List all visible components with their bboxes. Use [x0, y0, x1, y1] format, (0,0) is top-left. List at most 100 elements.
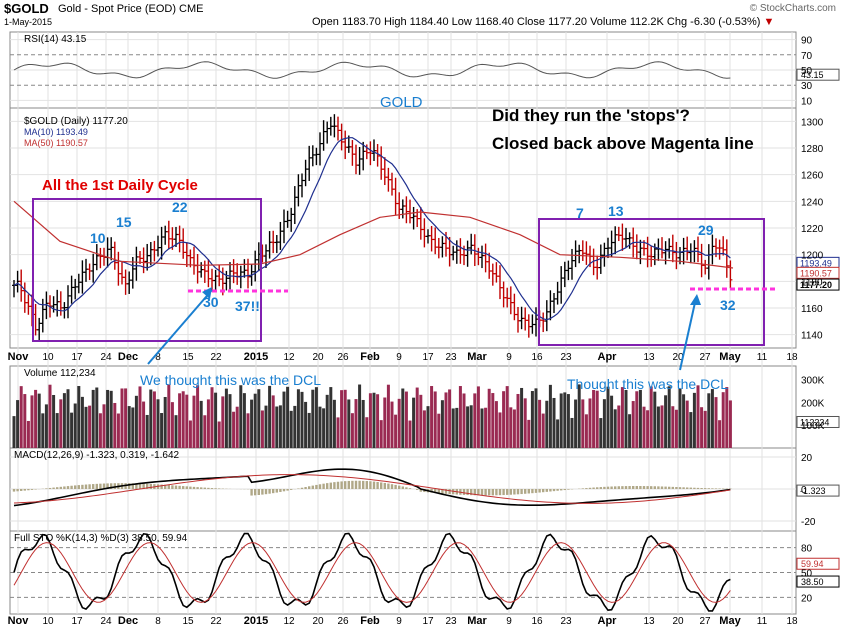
annotation-headline-1: Did they run the 'stops'?: [492, 106, 690, 125]
macd-histogram-bar: [74, 485, 77, 489]
ticker-description: Gold - Spot Price (EOD) CME: [58, 3, 204, 15]
sto-tick-label: 80: [801, 544, 813, 555]
axis-labels: NovNov101017172424DecDec8815152222201520…: [8, 36, 825, 627]
x-tick-label: 20: [312, 352, 324, 363]
macd-histogram-bar: [646, 486, 649, 489]
volume-bar: [127, 406, 131, 448]
macd-line: [13, 468, 731, 507]
x-tick-label: 20: [672, 616, 684, 627]
x-tick-label: 23: [560, 616, 572, 627]
annotation-32: 32: [720, 297, 736, 313]
macd-histogram-bar: [282, 489, 286, 492]
x-tick-label: 2015: [244, 615, 268, 627]
volume-bar: [548, 384, 552, 448]
x-tick-label: 15: [182, 616, 194, 627]
macd-histogram-bar: [27, 489, 30, 491]
macd-panel: -1.323: [12, 468, 840, 507]
x-tick-label: 12: [283, 352, 295, 363]
macd-histogram-bar: [704, 488, 707, 489]
volume-bar: [566, 394, 570, 448]
macd-histogram-bar: [419, 489, 422, 492]
volume-bar: [433, 391, 437, 448]
volume-bar: [170, 402, 174, 448]
x-tick-label: 16: [531, 616, 543, 627]
sto-tick-label: 50: [801, 569, 813, 580]
volume-bar: [80, 396, 84, 448]
ma50-line: [13, 200, 734, 269]
macd-histogram-bar: [84, 484, 88, 489]
volume-bar: [372, 392, 376, 448]
volume-bar: [653, 391, 657, 448]
ma10-line: [13, 137, 731, 321]
volume-bar: [512, 409, 516, 448]
macd-histogram-bar: [416, 489, 419, 490]
annotation-37: 37!!: [235, 298, 260, 314]
annotation-30: 30: [203, 294, 219, 310]
volume-bar: [502, 391, 506, 448]
volume-bar: [656, 406, 660, 448]
volume-bar: [487, 388, 491, 448]
volume-bar: [217, 421, 221, 448]
macd-histogram-bar: [264, 489, 268, 495]
volume-panel: 112234: [12, 384, 840, 448]
macd-histogram-bar: [675, 487, 678, 489]
macd-histogram-bar: [149, 483, 152, 489]
macd-histogram-bar: [16, 489, 19, 492]
volume-bar: [408, 420, 412, 448]
volume-bar: [178, 393, 182, 448]
x-tick-label: 9: [396, 616, 402, 627]
volume-bar: [419, 394, 423, 448]
macd-histogram-bar: [279, 489, 282, 492]
volume-bar: [336, 417, 340, 448]
volume-bar: [300, 391, 304, 448]
volume-bar: [134, 395, 138, 448]
x-tick-label: 18: [786, 352, 798, 363]
x-tick-label: Mar: [467, 615, 487, 627]
macd-histogram-bar: [718, 488, 721, 489]
volume-bar: [689, 412, 693, 448]
volume-bar: [242, 393, 246, 448]
macd-histogram-bar: [614, 486, 617, 489]
price-tick-label: 1160: [801, 304, 823, 315]
macd-histogram-bar: [185, 486, 188, 489]
x-tick-label: Feb: [360, 615, 380, 627]
volume-bar: [181, 391, 185, 448]
macd-histogram-bar: [653, 486, 656, 489]
macd-histogram-bar: [635, 486, 638, 489]
x-tick-label: 20: [312, 616, 324, 627]
volume-bar: [574, 399, 578, 448]
volume-bar: [77, 386, 81, 448]
volume-bar: [660, 405, 664, 448]
volume-bar: [620, 387, 624, 448]
macd-histogram-bar: [520, 489, 523, 495]
volume-bar: [116, 413, 120, 448]
macd-histogram-bar: [617, 486, 620, 489]
rsi-tick-label: 10: [801, 96, 813, 107]
volume-bar: [473, 393, 477, 448]
x-tick-label: Nov: [8, 615, 30, 627]
macd-histogram-bar: [495, 489, 498, 496]
macd-signal-line: [13, 474, 731, 504]
macd-histogram-bar: [524, 489, 527, 494]
volume-bar: [304, 401, 308, 448]
volume-bar: [23, 394, 27, 448]
rsi-panel: 43.15: [13, 61, 840, 81]
macd-histogram-bar: [664, 486, 667, 489]
volume-bar: [239, 385, 243, 448]
macd-histogram-bar: [160, 484, 163, 489]
volume-bar: [156, 399, 160, 448]
volume-bar: [678, 388, 682, 448]
price-tag: 1190.57: [800, 268, 832, 278]
x-tick-label: 17: [71, 616, 83, 627]
volume-bar: [214, 392, 218, 448]
x-tick-label: 10: [42, 616, 54, 627]
macd-histogram-bar: [678, 487, 682, 489]
macd-histogram-bar: [182, 486, 185, 489]
macd-histogram-bar: [196, 487, 199, 489]
volume-bar: [192, 395, 196, 448]
macd-histogram-bar: [567, 489, 570, 490]
arrowhead-dcl-2: [690, 294, 701, 305]
macd-histogram-bar: [689, 487, 692, 489]
volume-bar: [606, 386, 610, 448]
